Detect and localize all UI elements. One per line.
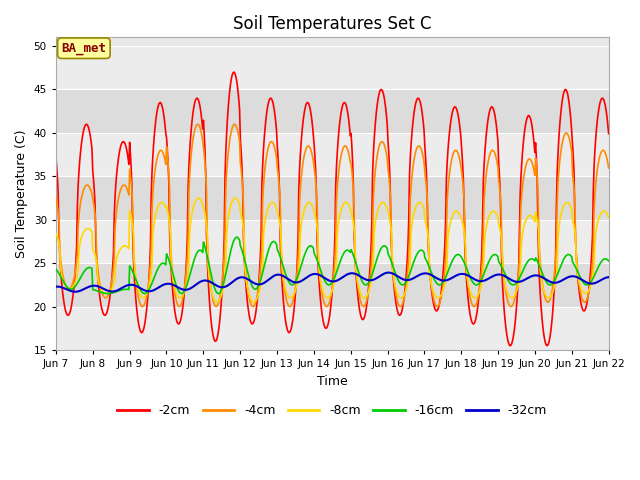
Bar: [56, 307, 609, 350]
Bar: [56, 89, 609, 133]
Text: BA_met: BA_met: [61, 42, 106, 55]
Bar: [56, 176, 609, 220]
Bar: [56, 133, 609, 176]
Bar: [56, 46, 609, 89]
Legend: -2cm, -4cm, -8cm, -16cm, -32cm: -2cm, -4cm, -8cm, -16cm, -32cm: [113, 399, 552, 422]
X-axis label: Time: Time: [317, 374, 348, 388]
Bar: [56, 263, 609, 307]
Title: Soil Temperatures Set C: Soil Temperatures Set C: [233, 15, 431, 33]
Bar: [56, 220, 609, 263]
Y-axis label: Soil Temperature (C): Soil Temperature (C): [15, 130, 28, 258]
